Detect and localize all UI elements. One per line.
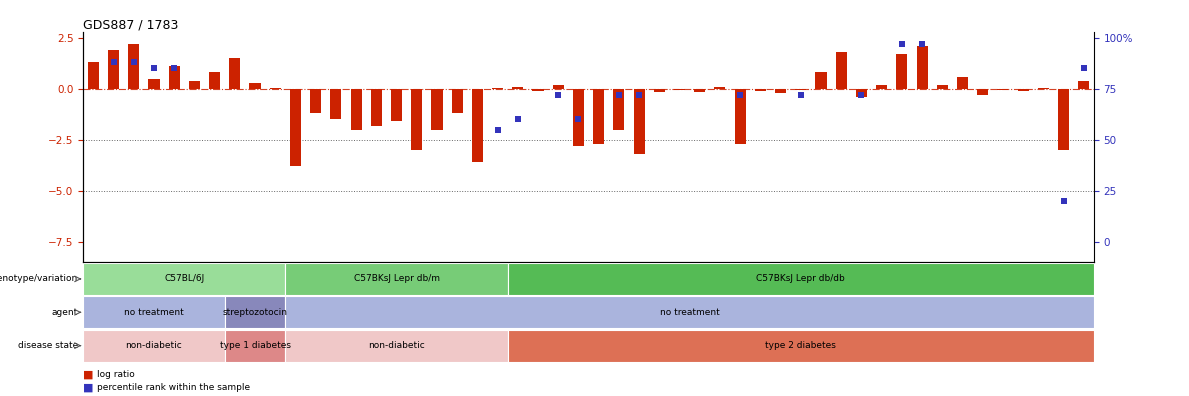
Point (548, 92, 568, 98)
Text: ■: ■ (83, 382, 94, 392)
Bar (452, 89, 463, 113)
Point (164, 65, 183, 72)
Bar (614, 89, 624, 129)
Bar (634, 89, 644, 154)
Bar (775, 89, 786, 93)
Text: C57BKsJ Lepr db/db: C57BKsJ Lepr db/db (756, 274, 845, 284)
Bar (250, 83, 260, 89)
Bar (209, 72, 220, 89)
Bar (593, 89, 604, 144)
Text: non-diabetic: non-diabetic (369, 341, 424, 350)
Bar (411, 89, 422, 150)
Point (1075, 65, 1094, 72)
Text: no treatment: no treatment (660, 308, 719, 317)
Bar (694, 89, 705, 92)
Bar (897, 54, 907, 89)
Point (1053, 198, 1072, 204)
Point (851, 92, 870, 98)
Text: agent: agent (52, 308, 78, 317)
Bar (795, 89, 806, 90)
Bar (149, 79, 159, 89)
Bar (816, 72, 826, 89)
Bar (83, 263, 285, 295)
Point (105, 59, 122, 65)
Bar (1058, 89, 1069, 150)
Text: type 1 diabetes: type 1 diabetes (220, 341, 290, 350)
Bar (432, 89, 442, 129)
Bar (229, 58, 240, 89)
Point (145, 65, 164, 72)
Bar (715, 87, 725, 89)
Text: C57BL/6J: C57BL/6J (164, 274, 205, 284)
Bar (391, 89, 402, 122)
Bar (169, 67, 180, 89)
Bar (285, 263, 508, 295)
Bar (512, 87, 523, 89)
Bar (351, 89, 361, 129)
Bar (225, 296, 285, 328)
Bar (88, 62, 99, 89)
Text: genotype/variation: genotype/variation (0, 274, 78, 284)
Bar (674, 89, 685, 90)
Text: streptozotocin: streptozotocin (222, 308, 288, 317)
Text: C57BKsJ Lepr db/m: C57BKsJ Lepr db/m (353, 274, 440, 284)
Bar (492, 88, 503, 89)
Bar (83, 296, 225, 328)
Text: no treatment: no treatment (124, 308, 184, 317)
Bar (331, 89, 341, 120)
Bar (1078, 81, 1089, 89)
Bar (285, 296, 1094, 328)
Point (630, 92, 649, 98)
Bar (977, 89, 988, 95)
Bar (225, 329, 285, 362)
Bar (128, 44, 139, 89)
Point (487, 126, 507, 133)
Point (913, 41, 932, 47)
Bar (856, 89, 867, 97)
Bar (917, 46, 927, 89)
Bar (189, 81, 200, 89)
Bar (998, 89, 1008, 90)
Point (730, 92, 750, 98)
Bar (755, 89, 766, 91)
Bar (310, 89, 321, 113)
Point (609, 92, 628, 98)
Bar (290, 89, 301, 166)
Bar (83, 329, 225, 362)
Point (124, 59, 143, 65)
Bar (1038, 88, 1049, 89)
Bar (108, 50, 119, 89)
Bar (270, 88, 281, 89)
Text: GDS887 / 1783: GDS887 / 1783 (83, 19, 178, 32)
Text: percentile rank within the sample: percentile rank within the sample (97, 383, 251, 392)
Bar (1018, 89, 1028, 91)
Bar (937, 85, 948, 89)
Point (792, 92, 811, 98)
Text: disease state: disease state (18, 341, 78, 350)
Bar (573, 89, 584, 146)
Bar (553, 85, 564, 89)
Bar (876, 85, 887, 89)
Bar (285, 329, 508, 362)
Bar (508, 329, 1094, 362)
Bar (957, 76, 968, 89)
Point (509, 116, 528, 123)
Text: log ratio: log ratio (97, 370, 136, 379)
Point (568, 116, 587, 123)
Text: ■: ■ (83, 369, 94, 379)
Bar (836, 52, 847, 89)
Bar (472, 89, 483, 162)
Bar (371, 89, 382, 126)
Bar (654, 89, 665, 92)
Bar (735, 89, 746, 144)
Text: non-diabetic: non-diabetic (126, 341, 182, 350)
Point (892, 41, 911, 47)
Bar (533, 89, 543, 91)
Bar (508, 263, 1094, 295)
Text: type 2 diabetes: type 2 diabetes (766, 341, 836, 350)
